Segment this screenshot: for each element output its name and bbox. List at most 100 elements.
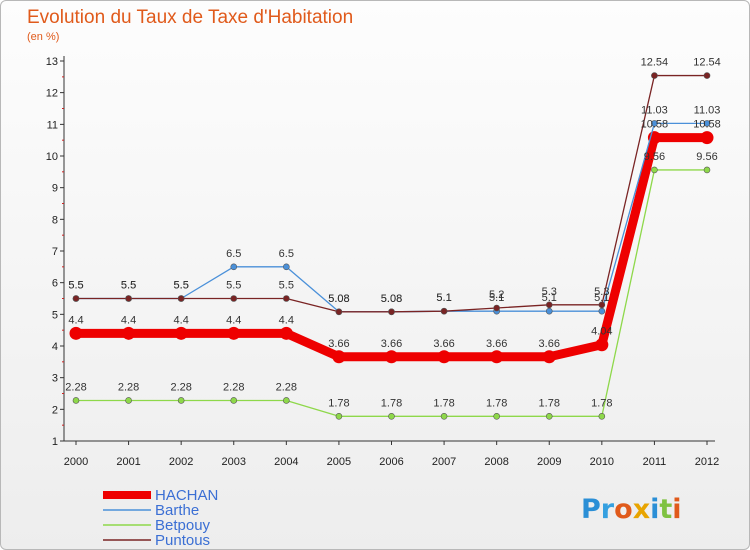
y-tick-label: 12	[46, 88, 58, 100]
data-point-puntous	[230, 295, 238, 302]
data-point-betpouy	[335, 412, 343, 420]
data-label-puntous: 5.3	[542, 286, 557, 298]
data-point-betpouy	[388, 412, 395, 420]
legend-label-puntous: Puntous	[155, 532, 210, 549]
data-label-puntous: 5.5	[68, 280, 83, 292]
data-point-hachan	[595, 338, 609, 352]
data-point-barthe	[703, 120, 711, 127]
data-label-puntous: 12.54	[641, 57, 669, 69]
data-point-hachan	[332, 350, 346, 364]
data-point-barthe	[283, 263, 290, 271]
data-point-hachan	[542, 350, 556, 364]
proxiti-logo-text: Proxiti	[581, 494, 682, 525]
data-label-puntous: 5.08	[328, 293, 349, 305]
data-point-betpouy	[125, 397, 132, 404]
chart-data-labels: 4.4 4.4 4.4 4.4 4.4 3.66 3.66 3.66 3.66 3.66 4.04 1…	[65, 57, 720, 410]
data-label-hachan: 3.66	[381, 338, 402, 350]
data-point-puntous	[283, 295, 290, 302]
data-point-betpouy	[651, 166, 658, 174]
data-point-puntous	[493, 304, 500, 312]
data-point-betpouy	[493, 412, 500, 420]
data-point-hachan	[174, 326, 188, 340]
data-label-barthe: 6.5	[279, 248, 294, 260]
x-tick-label: 2001	[116, 456, 140, 468]
y-tick-label: 1	[52, 436, 58, 448]
data-point-hachan	[227, 326, 241, 340]
data-point-hachan	[437, 350, 451, 364]
data-point-puntous	[440, 307, 448, 315]
data-label-betpouy: 2.28	[223, 381, 244, 393]
data-label-betpouy: 9.56	[644, 151, 665, 163]
data-point-barthe	[230, 263, 238, 271]
data-label-betpouy: 2.28	[276, 381, 297, 393]
data-label-puntous: 5.5	[226, 280, 241, 292]
data-label-hachan: 4.4	[226, 314, 241, 326]
y-tick-label: 7	[52, 246, 58, 258]
data-label-barthe: 5.1	[594, 292, 609, 304]
data-label-hachan: 4.4	[279, 314, 294, 326]
data-point-puntous	[545, 301, 553, 309]
data-label-puntous: 5.2	[489, 289, 504, 301]
data-label-hachan: 3.66	[539, 338, 560, 350]
data-label-betpouy: 2.28	[118, 381, 139, 393]
data-point-puntous	[125, 295, 132, 302]
x-tick-label: 2007	[432, 456, 456, 468]
data-label-barthe: 11.03	[694, 104, 721, 116]
data-point-betpouy	[177, 397, 185, 404]
data-label-barthe: 5.08	[328, 293, 349, 305]
data-label-betpouy: 2.28	[65, 381, 86, 393]
proxiti-logo: Proxiti	[581, 494, 682, 525]
data-point-hachan	[490, 350, 504, 364]
y-tick-label: 8	[52, 214, 58, 226]
chart-subtitle: (en %)	[27, 31, 60, 43]
series-line-puntous	[76, 74, 707, 313]
data-label-hachan: 4.4	[68, 314, 83, 326]
data-label-puntous: 5.5	[279, 280, 294, 292]
data-label-puntous: 12.54	[693, 57, 721, 69]
x-tick-label: 2011	[643, 456, 667, 468]
data-point-puntous	[598, 301, 606, 309]
data-label-puntous: 5.08	[381, 293, 402, 305]
data-point-puntous	[335, 308, 343, 316]
x-tick-label: 2012	[695, 456, 719, 468]
x-tick-label: 2005	[327, 456, 351, 468]
data-label-barthe: 5.5	[174, 280, 189, 292]
data-point-puntous	[72, 295, 80, 302]
x-tick-label: 2004	[274, 456, 298, 468]
data-point-barthe	[651, 120, 658, 127]
chart-title: Evolution du Taux de Taxe d'Habitation	[27, 7, 354, 28]
y-tick-label: 11	[47, 119, 58, 131]
legend-label-barthe: Barthe	[155, 502, 199, 519]
data-point-hachan	[279, 326, 293, 340]
data-label-barthe: 5.1	[436, 292, 451, 304]
data-label-barthe: 5.5	[68, 280, 83, 292]
data-label-hachan: 10.58	[641, 119, 669, 131]
x-tick-label: 2006	[379, 456, 403, 468]
data-label-betpouy: 1.78	[381, 397, 402, 409]
data-point-betpouy	[283, 397, 290, 404]
series-line-hachan	[76, 133, 707, 362]
data-point-puntous	[651, 72, 658, 79]
data-label-betpouy: 9.56	[696, 151, 717, 163]
data-point-betpouy	[545, 412, 553, 420]
data-point-betpouy	[230, 397, 238, 404]
data-label-puntous: 5.5	[174, 280, 189, 292]
data-point-hachan	[69, 326, 83, 340]
x-tick-label: 2000	[64, 456, 88, 468]
data-point-puntous	[703, 72, 711, 79]
data-label-barthe: 5.1	[542, 292, 557, 304]
y-tick-label: 10	[46, 151, 58, 163]
data-label-hachan: 3.66	[486, 338, 507, 350]
x-tick-label: 2009	[537, 456, 561, 468]
data-label-puntous: 5.1	[436, 292, 451, 304]
data-label-hachan: 4.04	[591, 326, 612, 338]
data-point-hachan	[700, 131, 714, 145]
data-label-barthe: 5.1	[489, 292, 504, 304]
data-point-betpouy	[440, 412, 448, 420]
series-line-barthe	[76, 122, 707, 313]
data-label-hachan: 3.66	[433, 338, 454, 350]
legend-label-betpouy: Betpouy	[155, 517, 211, 534]
